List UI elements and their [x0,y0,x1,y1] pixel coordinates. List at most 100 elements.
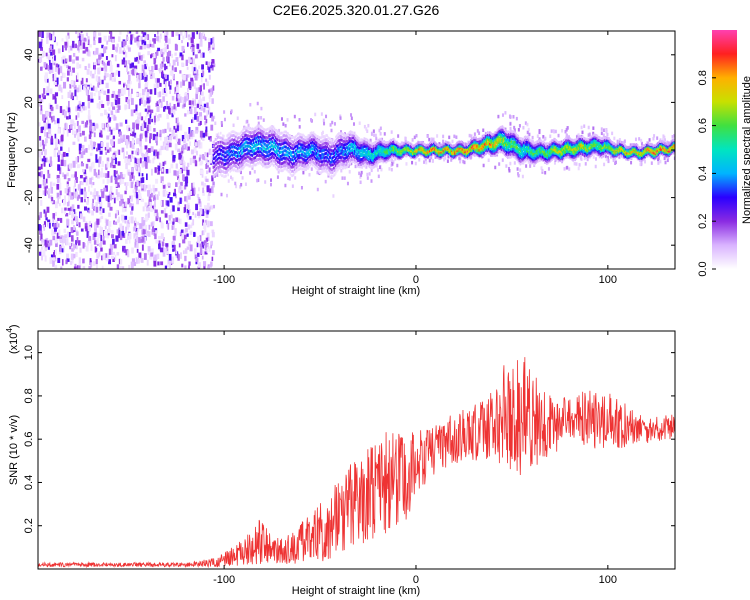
noise-cell [88,166,93,171]
halo-cell [348,138,351,142]
ridge-cell [309,154,312,158]
halo-cell [379,132,382,136]
ridge-cell [333,151,336,155]
noise-cell [112,106,116,110]
ridge-cell [323,145,325,149]
ridge-cell [344,153,347,156]
noise-cell [96,254,100,259]
noise-cell [196,241,199,248]
ridge-cell [367,154,370,158]
ridge-cell [264,150,266,153]
halo-cell [360,170,363,175]
ridge-cell [368,165,371,169]
ridge-cell [248,144,250,148]
noise-cell [78,100,81,106]
ridge-cell [227,161,229,165]
noise-cell [176,87,180,92]
noise-cell [139,157,142,164]
noise-cell [46,37,49,44]
ridge-cell [270,156,273,160]
ridge-cell [230,153,233,157]
noise-cell [151,53,155,58]
noise-cell [149,253,153,260]
ridge-cell [378,155,380,159]
halo-cell [604,128,607,132]
ridge-cell [327,136,330,140]
ridge-cell [219,165,222,169]
ridge-cell [316,151,318,155]
noise-cell [39,225,42,232]
noise-cell [48,32,51,40]
noise-cell [38,184,42,189]
ridge-cell [281,165,283,168]
ridge-cell [367,139,370,143]
ridge-cell [272,136,275,140]
ridge-cell [236,151,239,155]
ridge-cell [265,135,267,139]
halo-cell [648,138,651,142]
ridge-cell [322,166,324,170]
ridge-cell [388,152,391,156]
halo-cell [333,122,336,126]
halo-cell [314,112,317,117]
noise-cell [132,68,135,76]
halo-cell [391,162,394,166]
ridge-cell [215,142,218,145]
noise-cell [181,185,184,191]
noise-cell [170,214,173,219]
noise-cell [103,35,107,42]
noise-cell [81,144,85,151]
ridge-cell [309,135,312,139]
ridge-cell [328,169,331,173]
noise-cell [46,54,50,59]
ridge-cell [345,156,348,160]
ridge-cell [310,144,313,148]
noise-cell [40,241,44,245]
noise-cell [173,125,176,130]
noise-cell [115,183,118,187]
ridge-cell [321,146,323,150]
ridge-cell [331,168,334,171]
noise-cell [205,78,208,82]
noise-cell [121,59,125,65]
ridge-cell [216,145,219,149]
ridge-cell [251,160,254,164]
ridge-cell [215,172,218,175]
noise-cell [43,246,46,252]
noise-cell [76,62,79,69]
ridge-cell [291,163,294,166]
ridge-cell [295,159,298,163]
ridge-cell [386,157,389,161]
noise-cell [150,188,153,193]
ridge-cell [342,133,344,136]
noise-cell [166,136,169,141]
ridge-cell [302,167,304,171]
noise-cell [78,150,81,155]
ridge-cell [361,165,363,169]
noise-cell [123,152,126,159]
noise-cell [64,110,67,118]
ridge-cell [235,135,238,139]
ridge-cell [265,148,267,151]
noise-cell [204,225,207,233]
noise-cell [97,58,101,64]
ridge-cell [371,159,374,162]
ridge-cell [275,144,278,148]
noise-cell [205,237,209,242]
ridge-cell [217,135,220,139]
ridge-cell [247,134,249,138]
ridge-cell [304,152,306,156]
noise-cell [116,229,119,234]
ridge-cell [357,145,359,149]
ridge-cell [292,173,295,177]
ridge-cell [336,134,338,138]
noise-cell [98,163,101,168]
ridge-cell [367,152,370,156]
ridge-cell [350,139,353,143]
ridge-cell [255,162,258,166]
noise-cell [110,255,114,259]
ridge-cell [366,146,369,150]
ridge-cell [214,142,217,146]
halo-cell [348,170,351,174]
ridge-cell [339,166,341,170]
